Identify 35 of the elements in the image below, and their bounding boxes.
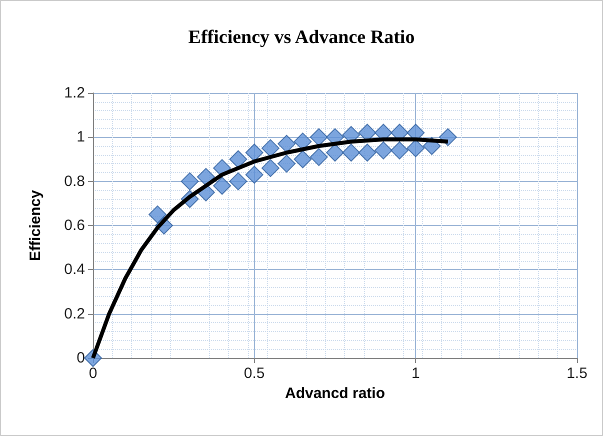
y-tick-label: 0.4: [64, 261, 85, 278]
point: [229, 150, 248, 168]
chart-title: Efficiency vs Advance Ratio: [188, 27, 415, 48]
x-axis-title: Advancd ratio: [284, 385, 386, 402]
y-tick-label: 0: [76, 350, 85, 366]
point: [294, 150, 312, 168]
point: [326, 144, 344, 162]
y-tick-label: 1: [76, 128, 85, 146]
point: [406, 139, 425, 158]
x-tick-label: 1: [411, 365, 420, 382]
point: [180, 172, 199, 190]
point: [310, 128, 328, 146]
point: [213, 176, 232, 195]
point: [245, 166, 264, 184]
point: [229, 172, 248, 190]
point: [278, 134, 296, 153]
y-tick-label: 1.2: [64, 84, 85, 102]
point: [245, 144, 264, 162]
y-tick-label: 0.6: [64, 217, 85, 234]
point: [261, 159, 280, 178]
point: [278, 154, 296, 173]
y-axis-title: Efficiency: [27, 189, 44, 261]
x-tick-label: 1.5: [566, 365, 588, 382]
point: [342, 144, 360, 162]
y-tick-label: 0.2: [64, 305, 85, 322]
point: [261, 139, 280, 158]
point: [358, 144, 376, 162]
point: [148, 205, 167, 224]
point: [374, 141, 392, 160]
point: [196, 168, 215, 186]
point: [310, 148, 328, 166]
x-tick-label: 0.5: [244, 365, 265, 382]
x-tick-label: 0: [88, 365, 98, 382]
point: [390, 141, 409, 160]
y-tick-label: 0.8: [64, 172, 85, 190]
